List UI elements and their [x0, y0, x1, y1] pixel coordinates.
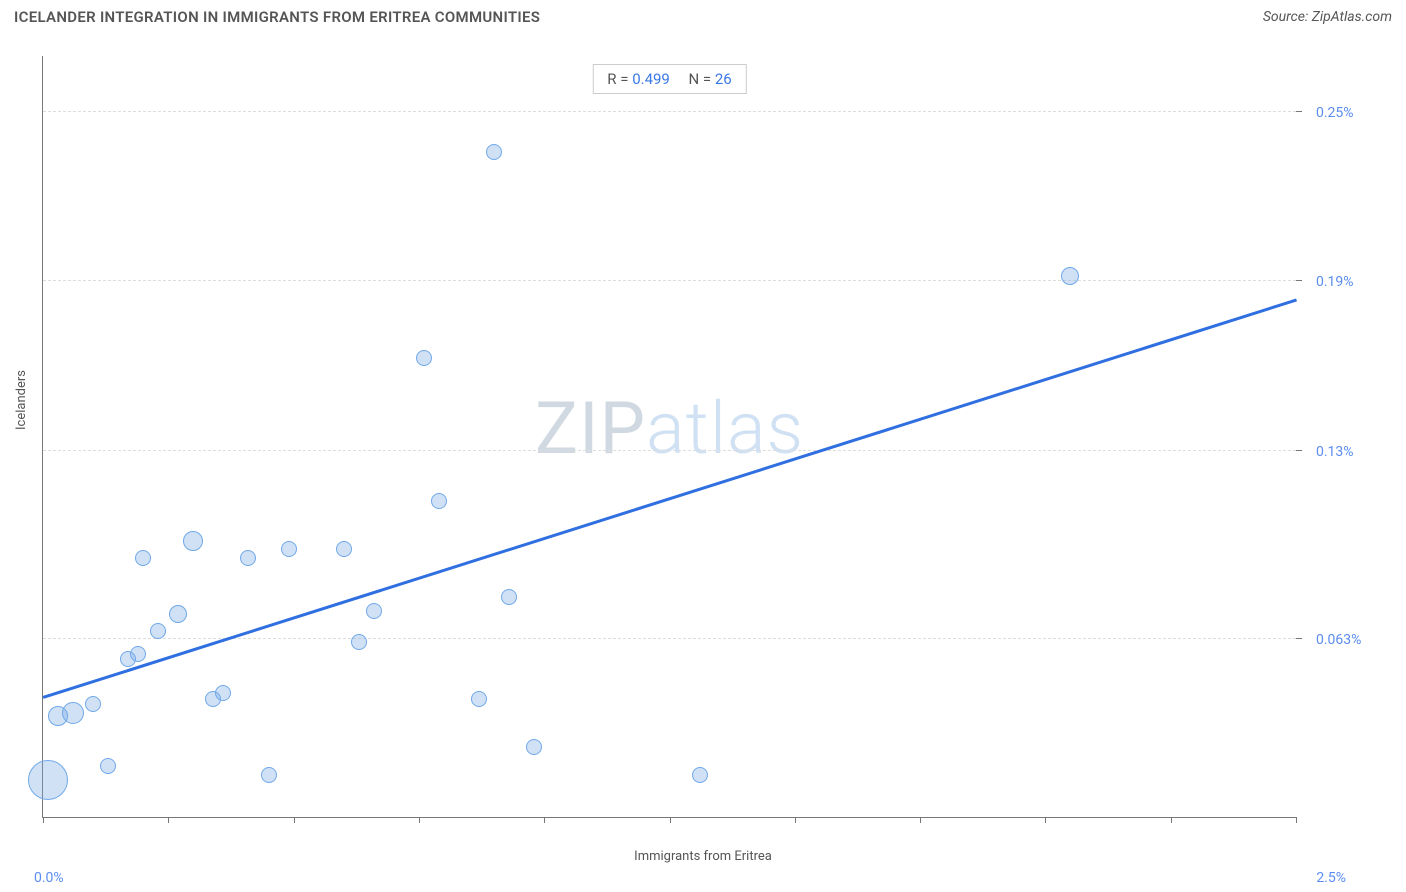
x-tick [1296, 817, 1297, 823]
y-tick [1296, 280, 1302, 281]
data-point [183, 531, 203, 551]
x-tick [795, 817, 796, 823]
stats-box: R = 0.499 N = 26 [592, 64, 746, 94]
y-tick-label: 0.25% [1316, 105, 1354, 121]
data-point [501, 589, 517, 605]
gridline [43, 450, 1296, 451]
stat-n-label: N = [688, 70, 714, 88]
watermark: ZIPatlas [535, 386, 804, 471]
scatter-chart: R = 0.499 N = 26 ZIPatlas 0.063%0.13%0.1… [42, 56, 1296, 818]
data-point [62, 702, 84, 724]
data-point [28, 760, 68, 800]
data-point [486, 144, 502, 160]
x-tick [294, 817, 295, 823]
data-point [215, 685, 231, 701]
source-prefix: Source: [1263, 9, 1312, 25]
stat-n-value: 26 [715, 70, 732, 88]
x-tick [1045, 817, 1046, 823]
header: ICELANDER INTEGRATION IN IMMIGRANTS FROM… [0, 0, 1406, 32]
data-point [416, 350, 432, 366]
data-point [366, 603, 382, 619]
gridline [43, 111, 1296, 112]
data-point [431, 493, 447, 509]
x-tick [670, 817, 671, 823]
y-tick [1296, 638, 1302, 639]
x-tick [544, 817, 545, 823]
source-name: ZipAtlas.com [1312, 9, 1392, 25]
y-tick [1296, 111, 1302, 112]
data-point [351, 634, 367, 650]
stat-r-label: R = [607, 70, 632, 88]
x-tick [43, 817, 44, 823]
y-tick-label: 0.19% [1316, 274, 1354, 290]
x-tick [1171, 817, 1172, 823]
x-tick [168, 817, 169, 823]
y-tick-label: 0.063% [1316, 632, 1361, 648]
x-axis-max: 2.5% [1316, 870, 1346, 886]
data-point [85, 696, 101, 712]
chart-title: ICELANDER INTEGRATION IN IMMIGRANTS FROM… [14, 8, 540, 26]
data-point [130, 646, 146, 662]
source-label: Source: ZipAtlas.com [1263, 9, 1392, 25]
watermark-atlas: atlas [646, 386, 804, 471]
data-point [281, 541, 297, 557]
stat-r-value: 0.499 [632, 70, 670, 88]
data-point [471, 691, 487, 707]
y-tick-label: 0.13% [1316, 444, 1354, 460]
x-tick [920, 817, 921, 823]
data-point [261, 767, 277, 783]
watermark-zip: ZIP [535, 386, 646, 471]
data-point [336, 541, 352, 557]
data-point [692, 767, 708, 783]
data-point [1061, 267, 1079, 285]
x-axis-label: Immigrants from Eritrea [0, 849, 1406, 864]
x-tick [419, 817, 420, 823]
data-point [150, 623, 166, 639]
y-axis-label: Icelanders [14, 370, 29, 430]
data-point [100, 758, 116, 774]
data-point [169, 605, 187, 623]
data-point [526, 739, 542, 755]
data-point [135, 550, 151, 566]
y-tick [1296, 450, 1302, 451]
x-axis-min: 0.0% [34, 870, 64, 886]
gridline [43, 280, 1296, 281]
data-point [240, 550, 256, 566]
